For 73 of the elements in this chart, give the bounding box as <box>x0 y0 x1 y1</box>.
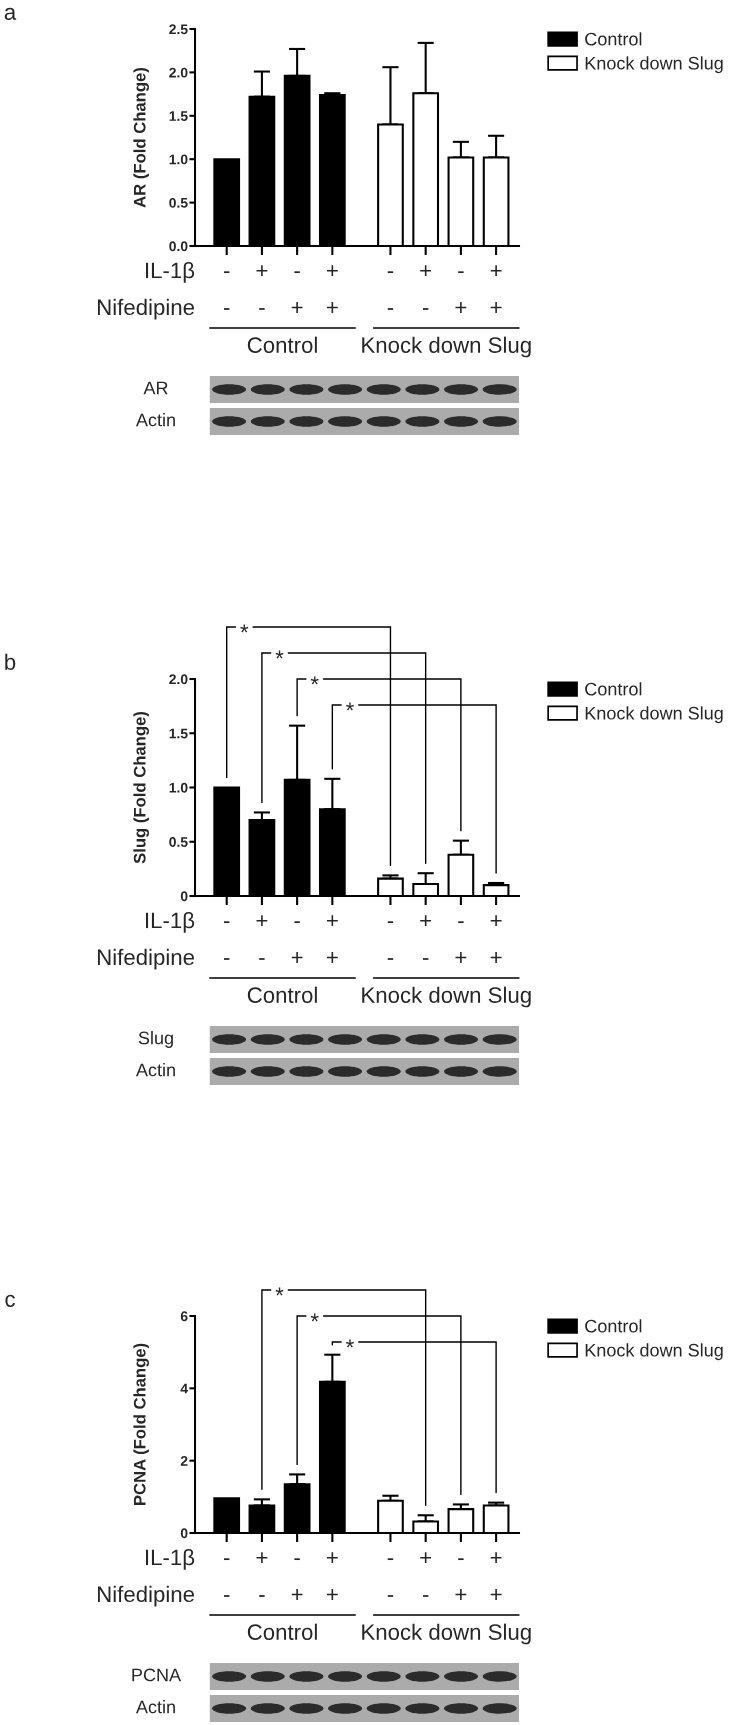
text: Knock down Slug <box>362 986 531 1008</box>
y-tick-label: 0 <box>180 891 188 902</box>
legend-label: Knock down Slug <box>585 1343 723 1361</box>
text: Control <box>247 1623 317 1640</box>
legend-label: Control <box>585 1319 642 1333</box>
y-axis-title: Slug (Fold Change) <box>133 711 149 864</box>
y-axis-title: AR (Fold Change) <box>133 67 149 208</box>
annotation: * <box>345 1339 354 1348</box>
y-tick-label: 1.5 <box>169 111 188 121</box>
text: * <box>240 624 249 633</box>
text: PCNA <box>132 1668 182 1682</box>
category-label: - - <box>223 1558 230 1597</box>
text: Slug <box>138 1031 173 1048</box>
legend-label: Knock down Slug <box>585 56 723 74</box>
y-tick-label: 0.5 <box>169 837 188 847</box>
category-label: + - <box>420 915 432 960</box>
category-label: + - <box>256 265 268 310</box>
x-axis-title: IL-1β Nifedipine <box>98 1548 195 1607</box>
text: Actin <box>135 1063 175 1077</box>
text: c <box>5 1294 15 1307</box>
category-label: - + <box>455 1558 467 1600</box>
legend-label: Knock down Slug <box>585 706 723 724</box>
y-tick-label: 1.0 <box>169 154 188 165</box>
legend-label: Control <box>585 682 642 696</box>
category-label: - + <box>455 921 467 963</box>
y-tick-label: 0.0 <box>169 241 188 252</box>
category-label: - - <box>387 1558 394 1597</box>
y-tick-label: 2.5 <box>169 24 188 35</box>
annotation: * <box>310 676 319 685</box>
category-label: + - <box>256 915 268 960</box>
text: b <box>5 653 16 670</box>
category-label: - + <box>291 921 303 963</box>
y-tick-label: 1.0 <box>169 782 188 793</box>
x-tick-label: + + <box>326 1552 338 1600</box>
y-tick-label: 4 <box>180 1383 188 1394</box>
category-label: - + <box>455 271 467 313</box>
y-tick-label: 0.5 <box>169 197 188 208</box>
category-label: - - <box>223 271 230 310</box>
text: Knock down Slug <box>362 1623 531 1645</box>
y-tick-label: 2.0 <box>169 674 188 685</box>
text: Actin <box>135 413 175 427</box>
y-tick-label: 1.5 <box>169 728 188 739</box>
y-axis-title: PCNA (Fold Change) <box>133 1343 149 1506</box>
x-tick-label: + + <box>490 915 502 963</box>
annotation: * <box>310 1313 319 1322</box>
y-tick-label: 2 <box>180 1456 188 1466</box>
text: Control <box>247 336 317 353</box>
category-label: + - <box>420 265 432 310</box>
x-axis-title: IL-1β Nifedipine <box>98 261 195 320</box>
x-tick-label: + + <box>490 265 502 313</box>
category-label: - - <box>223 921 230 960</box>
text: AR <box>143 381 168 395</box>
category-label: - - <box>387 271 394 310</box>
text: a <box>4 7 17 20</box>
x-tick-label: + + <box>326 915 338 963</box>
text: Control <box>247 986 317 1003</box>
x-axis-title: IL-1β Nifedipine <box>98 911 195 970</box>
y-tick-label: 2.0 <box>169 67 188 78</box>
category-label: - + <box>291 271 303 313</box>
text: * <box>275 650 284 659</box>
category-label: - + <box>291 1558 303 1600</box>
text: * <box>275 1287 284 1296</box>
text: Actin <box>135 1700 175 1714</box>
category-label: - - <box>387 921 394 960</box>
text: Knock down Slug <box>362 336 531 358</box>
x-tick-label: + + <box>326 265 338 313</box>
category-label: + - <box>256 1552 268 1597</box>
legend-label: Control <box>585 32 642 46</box>
category-label: + - <box>420 1552 432 1597</box>
y-tick-label: 6 <box>180 1311 188 1322</box>
x-tick-label: + + <box>490 1552 502 1600</box>
annotation: * <box>345 702 354 711</box>
y-tick-label: 0 <box>180 1528 188 1539</box>
